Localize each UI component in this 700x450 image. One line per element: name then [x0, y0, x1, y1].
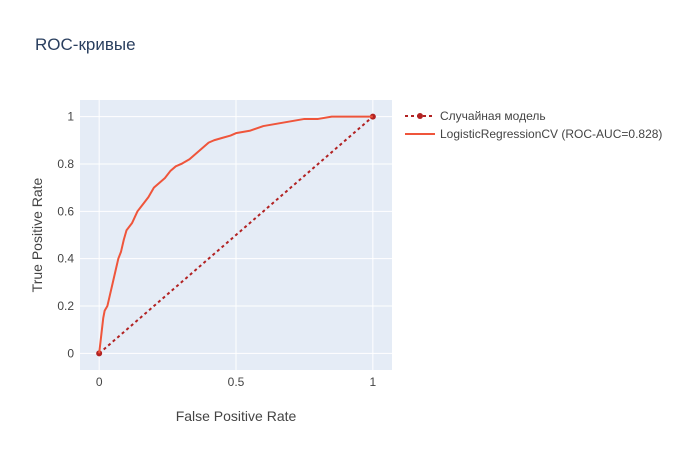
random-model-line: [98, 115, 374, 355]
x-axis-ticks: 0 0.5 1: [96, 375, 377, 389]
y-tick-label: 0.8: [57, 157, 74, 171]
roc-curve-line: [98, 115, 373, 354]
y-tick-label: 1: [67, 110, 74, 124]
x-axis-title: False Positive Rate: [176, 408, 297, 424]
legend-item-roc[interactable]: LogisticRegressionCV (ROC-AUC=0.828): [405, 127, 662, 141]
y-axis-ticks: 0 0.2 0.4 0.6 0.8 1: [57, 110, 74, 361]
y-axis-title: True Positive Rate: [29, 177, 45, 292]
y-tick-label: 0.6: [57, 204, 74, 218]
x-tick-label: 0: [96, 375, 103, 389]
y-tick-label: 0.4: [57, 252, 74, 266]
chart-title: ROC-кривые: [35, 35, 136, 54]
y-tick-label: 0.2: [57, 299, 74, 313]
legend[interactable]: Случайная модель LogisticRegressionCV (R…: [405, 109, 662, 141]
x-tick-label: 0.5: [228, 375, 245, 389]
x-tick-label: 1: [369, 375, 376, 389]
legend-label-roc: LogisticRegressionCV (ROC-AUC=0.828): [440, 127, 662, 141]
series-lines: [96, 113, 376, 357]
legend-item-random[interactable]: Случайная модель: [405, 109, 546, 123]
legend-label-random: Случайная модель: [440, 109, 546, 123]
legend-marker-random: [417, 113, 423, 119]
y-tick-label: 0: [67, 346, 74, 360]
